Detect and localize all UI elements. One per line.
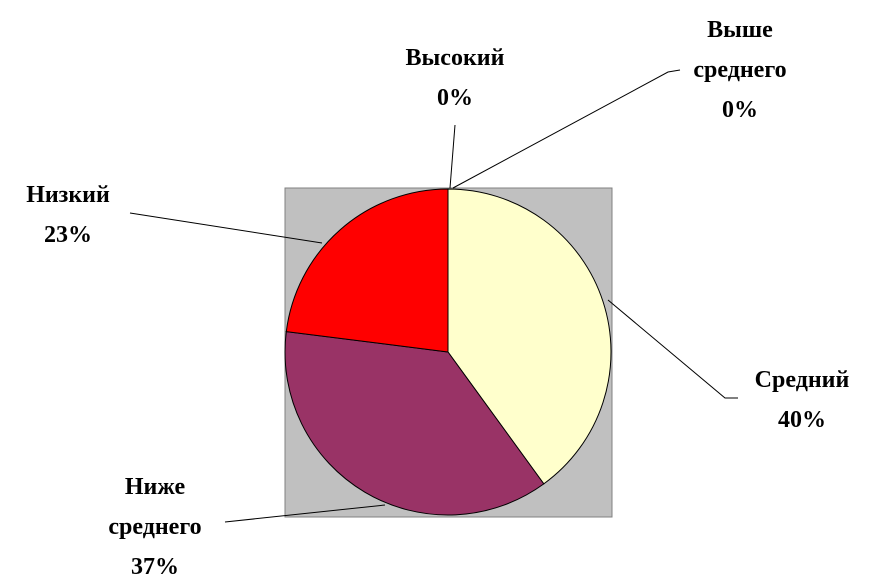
data-label: Низкий 23% <box>0 175 143 255</box>
pie-slice <box>447 188 612 485</box>
slice-name: Высокий <box>405 45 505 71</box>
slice-value: 0% <box>722 97 758 123</box>
leader-line <box>224 504 386 523</box>
slice-value: 0% <box>437 85 473 111</box>
leader-line <box>452 69 681 189</box>
slice-value: 37% <box>131 554 179 580</box>
slice-name: Ниже среднего <box>108 474 202 540</box>
data-label: Выше среднего 0% <box>665 10 815 130</box>
data-label: Ниже среднего 37% <box>80 467 230 587</box>
pie-slice <box>285 188 449 353</box>
slice-value: 23% <box>44 222 92 248</box>
slice-name: Выше среднего <box>693 17 787 83</box>
data-label: Высокий 0% <box>380 38 530 118</box>
slice-name: Средний <box>754 367 850 393</box>
leader-line <box>607 299 738 399</box>
leader-line <box>129 212 323 244</box>
slice-name: Низкий <box>26 182 110 208</box>
slice-value: 40% <box>778 407 826 433</box>
data-label: Средний 40% <box>727 360 869 440</box>
leader-line <box>449 124 456 189</box>
pie-slice <box>284 331 545 516</box>
